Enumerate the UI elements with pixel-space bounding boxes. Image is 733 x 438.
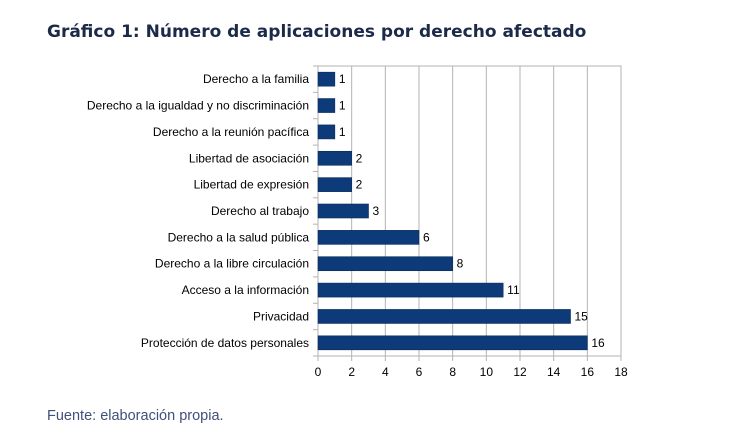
bar xyxy=(317,124,336,140)
value-label: 11 xyxy=(507,283,520,297)
x-tick-label: 16 xyxy=(581,365,595,379)
category-label: Derecho a la reunión pacífica xyxy=(153,125,309,139)
category-label: Derecho a la salud pública xyxy=(168,230,310,244)
value-label: 3 xyxy=(373,204,380,218)
value-label: 8 xyxy=(457,257,464,271)
bar xyxy=(317,256,453,272)
value-label: 16 xyxy=(591,336,605,350)
value-label: 1 xyxy=(339,125,346,139)
bar xyxy=(317,150,352,166)
value-label: 2 xyxy=(356,178,363,192)
category-label: Libertad de expresión xyxy=(194,178,309,192)
bar xyxy=(317,309,571,324)
category-label: Derecho a la igualdad y no discriminació… xyxy=(87,99,309,113)
value-label: 1 xyxy=(339,99,346,113)
x-tick-label: 6 xyxy=(416,365,423,379)
x-tick-label: 18 xyxy=(614,365,628,379)
bar xyxy=(317,71,336,87)
x-tick-label: 4 xyxy=(382,365,389,379)
category-label: Acceso a la información xyxy=(182,283,309,297)
x-tick-label: 14 xyxy=(547,365,561,379)
category-label: Derecho a la libre circulación xyxy=(155,257,309,271)
category-label: Derecho al trabajo xyxy=(211,204,309,218)
category-label: Libertad de asociación xyxy=(189,151,309,165)
bar xyxy=(317,230,420,245)
x-tick-label: 12 xyxy=(513,365,527,379)
bar xyxy=(317,177,352,192)
value-label: 15 xyxy=(575,309,589,323)
x-tick-label: 10 xyxy=(480,365,494,379)
bar xyxy=(317,335,588,351)
x-tick-label: 2 xyxy=(348,365,355,379)
value-label: 1 xyxy=(339,72,346,86)
bar xyxy=(317,98,336,113)
bar xyxy=(317,282,504,298)
source-note: Fuente: elaboración propia. xyxy=(47,408,224,424)
bar xyxy=(317,203,369,219)
chart-title: Gráfico 1: Número de aplicaciones por de… xyxy=(47,22,587,42)
x-tick-label: 8 xyxy=(449,365,456,379)
x-tick-label: 0 xyxy=(315,365,322,379)
category-label: Derecho a la familia xyxy=(203,72,309,86)
category-label: Protección de datos personales xyxy=(141,336,309,350)
value-label: 6 xyxy=(423,230,430,244)
category-label: Privacidad xyxy=(253,309,309,323)
value-label: 2 xyxy=(356,151,363,165)
